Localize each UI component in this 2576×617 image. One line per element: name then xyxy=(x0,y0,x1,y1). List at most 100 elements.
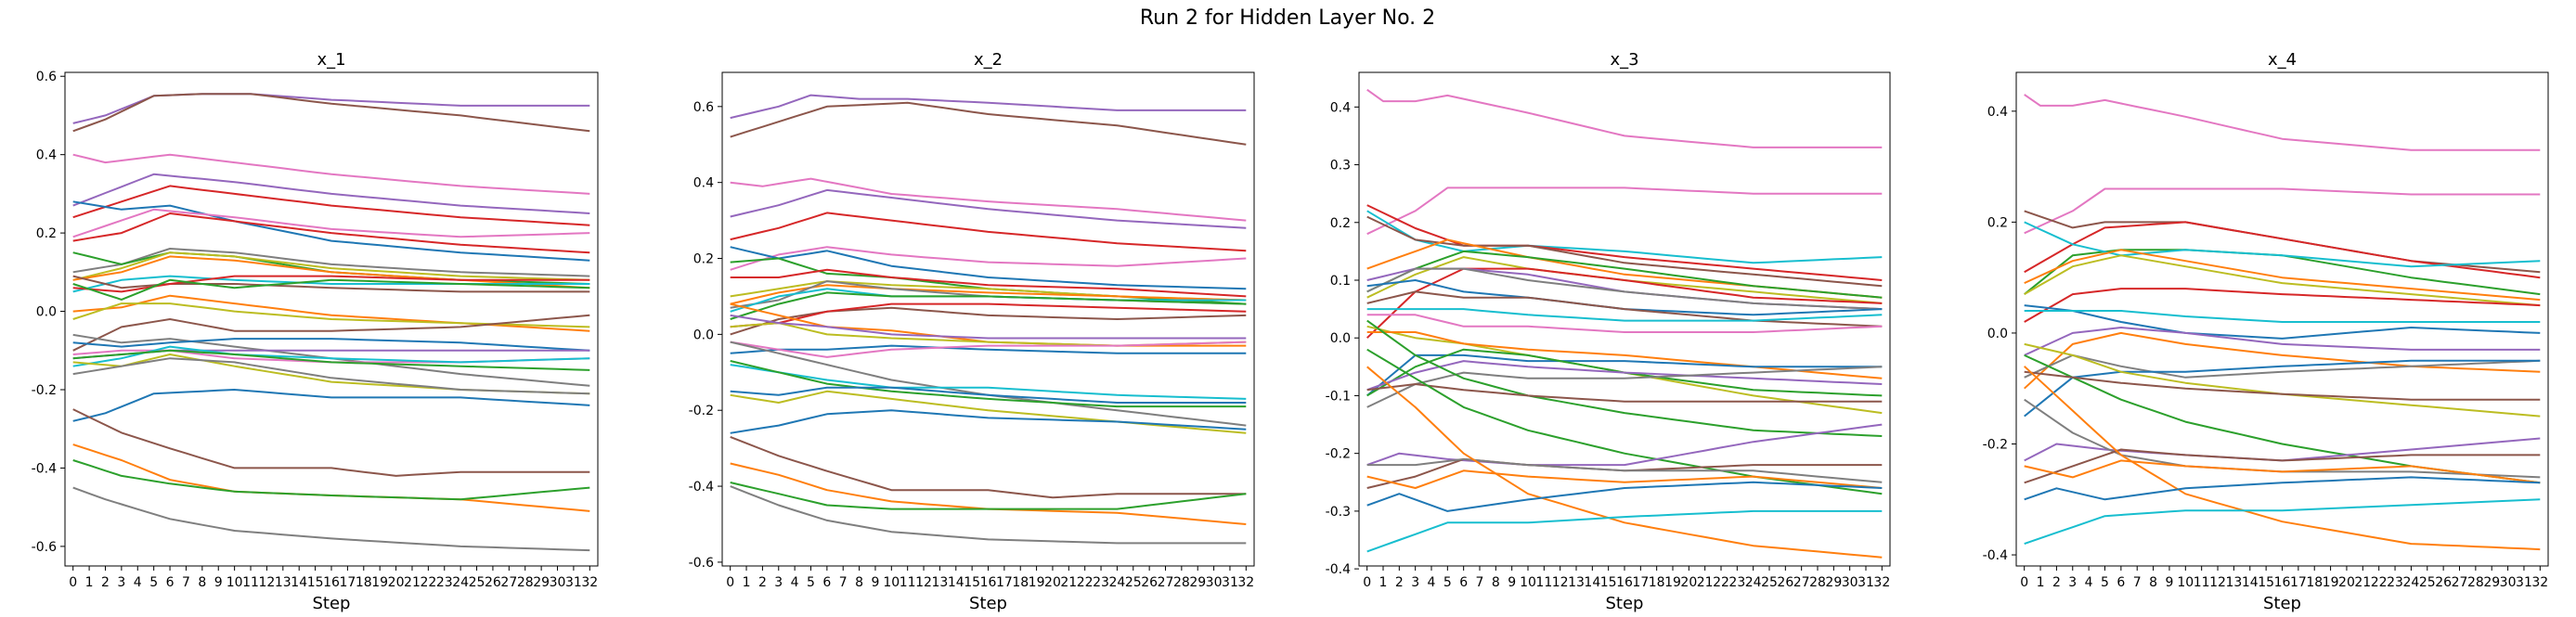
series-line-25 xyxy=(1366,423,1883,467)
x-tick-label: 16 xyxy=(980,575,997,590)
series-line-2 xyxy=(72,93,590,133)
y-tick-label: 0.2 xyxy=(36,226,57,241)
series-line-3 xyxy=(730,177,1247,222)
series-line-31 xyxy=(72,459,590,501)
y-tick-label: -0.6 xyxy=(32,540,57,555)
x-tick-label: 31 xyxy=(2516,575,2532,590)
series-group xyxy=(2024,94,2541,551)
panel-title: x_2 xyxy=(974,50,1003,70)
x-tick-label: 0 xyxy=(69,575,77,590)
x-tick-label: 13 xyxy=(1568,575,1585,590)
x-tick-label: 2 xyxy=(101,575,110,590)
x-tick-label: 8 xyxy=(198,575,206,590)
panel-title: x_3 xyxy=(1610,50,1638,70)
series-line-22 xyxy=(2024,459,2541,484)
series-line-7 xyxy=(1366,250,1883,299)
y-tick-label: 0.1 xyxy=(1330,274,1351,289)
x-tick-label: 32 xyxy=(1873,575,1890,590)
x-tick-label: 21 xyxy=(1697,575,1714,590)
series-line-7 xyxy=(2024,249,2541,302)
x-tick-label: 27 xyxy=(500,575,517,590)
series-line-5 xyxy=(2024,249,2541,296)
x-tick-label: 9 xyxy=(214,575,223,590)
x-tick-label: 0 xyxy=(726,575,734,590)
x-tick-label: 27 xyxy=(1158,575,1174,590)
y-tick-label: -0.3 xyxy=(1326,505,1351,520)
x-tick-label: 24 xyxy=(2402,575,2419,590)
x-tick-label: 22 xyxy=(1713,575,1729,590)
y-tick-label: -0.1 xyxy=(1326,389,1351,404)
x-tick-label: 8 xyxy=(855,575,863,590)
x-tick-label: 20 xyxy=(1044,575,1061,590)
series-line-15 xyxy=(2024,359,2541,418)
series-line-25 xyxy=(730,386,1247,404)
series-line-20 xyxy=(1366,360,1883,392)
y-tick-label: -0.2 xyxy=(1983,437,2008,452)
series-line-23 xyxy=(1366,383,1883,403)
panel-3: x_30 1 2 3 4 5 6 7 8 9 10 11 12 13 14 15 16 17 18 19 20 21 22 2… xyxy=(1326,50,1891,613)
y-tick-label: 0.2 xyxy=(1330,216,1351,231)
x-tick-label: 3 xyxy=(2068,575,2077,590)
series-line-31 xyxy=(1366,509,1883,553)
series-line-3 xyxy=(72,153,590,195)
series-line-8 xyxy=(2024,254,2541,307)
x-tick-label: 7 xyxy=(839,575,848,590)
series-line-13 xyxy=(72,275,590,293)
x-tick-label: 16 xyxy=(1616,575,1633,590)
x-tick-label: 2 xyxy=(758,575,767,590)
x-tick-label: 26 xyxy=(485,575,501,590)
series-line-29 xyxy=(72,408,590,477)
x-tick-label: 12 xyxy=(1552,575,1569,590)
series-line-14 xyxy=(730,291,1247,320)
x-tick-label: 12 xyxy=(259,575,276,590)
x-tick-label: 4 xyxy=(134,575,142,590)
panel-title: x_4 xyxy=(2268,50,2297,70)
series-line-6 xyxy=(730,246,1247,271)
y-tick-label: 0.4 xyxy=(693,176,714,191)
x-tick-label: 19 xyxy=(2323,575,2339,590)
x-tick-label: 6 xyxy=(1459,575,1468,590)
x-tick-label: 13 xyxy=(931,575,948,590)
x-tick-label: 29 xyxy=(1825,575,1842,590)
panel-2: x_20 1 2 3 4 5 6 7 8 9 10 11 12 13 14 15 16 17 18 19 20 21 22 2… xyxy=(689,50,1255,613)
series-line-3 xyxy=(1366,210,1883,264)
series-line-24 xyxy=(730,360,1247,408)
x-tick-label: 5 xyxy=(149,575,158,590)
series-line-11 xyxy=(1366,267,1883,311)
x-axis-label: Step xyxy=(969,594,1007,613)
x-tick-label: 0 xyxy=(1363,575,1371,590)
x-tick-label: 9 xyxy=(1508,575,1516,590)
series-line-9 xyxy=(1366,267,1883,339)
x-tick-label: 7 xyxy=(1476,575,1484,590)
y-tick-label: -0.4 xyxy=(689,480,714,495)
series-line-12 xyxy=(2024,327,2541,356)
x-tick-label: 0 xyxy=(2020,575,2028,590)
x-axis-label: Step xyxy=(313,594,351,613)
x-tick-label: 26 xyxy=(1777,575,1793,590)
x-tick-label: 18 xyxy=(356,575,372,590)
x-tick-label: 13 xyxy=(2225,575,2242,590)
series-line-24 xyxy=(2024,476,2541,501)
series-group xyxy=(72,93,590,552)
series-line-2 xyxy=(730,101,1247,146)
series-line-28 xyxy=(730,435,1247,499)
y-tick-label: 0.0 xyxy=(36,305,57,320)
x-tick-label: 25 xyxy=(469,575,485,590)
x-tick-label: 18 xyxy=(2306,575,2323,590)
x-tick-label: 23 xyxy=(1093,575,1109,590)
y-tick-label: 0.4 xyxy=(36,148,57,163)
x-tick-label: 19 xyxy=(371,575,388,590)
x-tick-label: 10 xyxy=(2177,575,2194,590)
x-tick-label: 17 xyxy=(996,575,1013,590)
panel-title: x_1 xyxy=(317,50,345,70)
series-line-5 xyxy=(72,185,590,226)
x-tick-label: 18 xyxy=(1012,575,1029,590)
series-line-15 xyxy=(72,275,590,293)
x-tick-label: 6 xyxy=(822,575,831,590)
series-line-28 xyxy=(1366,469,1883,489)
panel-4: x_40 1 2 3 4 5 6 7 8 9 10 11 12 13 14 15 16 17 18 19 20 21 22 2… xyxy=(1983,50,2549,613)
series-line-3 xyxy=(2024,210,2541,274)
x-tick-label: 23 xyxy=(436,575,453,590)
series-line-5 xyxy=(730,212,1247,252)
x-axis-label: Step xyxy=(1606,594,1644,613)
